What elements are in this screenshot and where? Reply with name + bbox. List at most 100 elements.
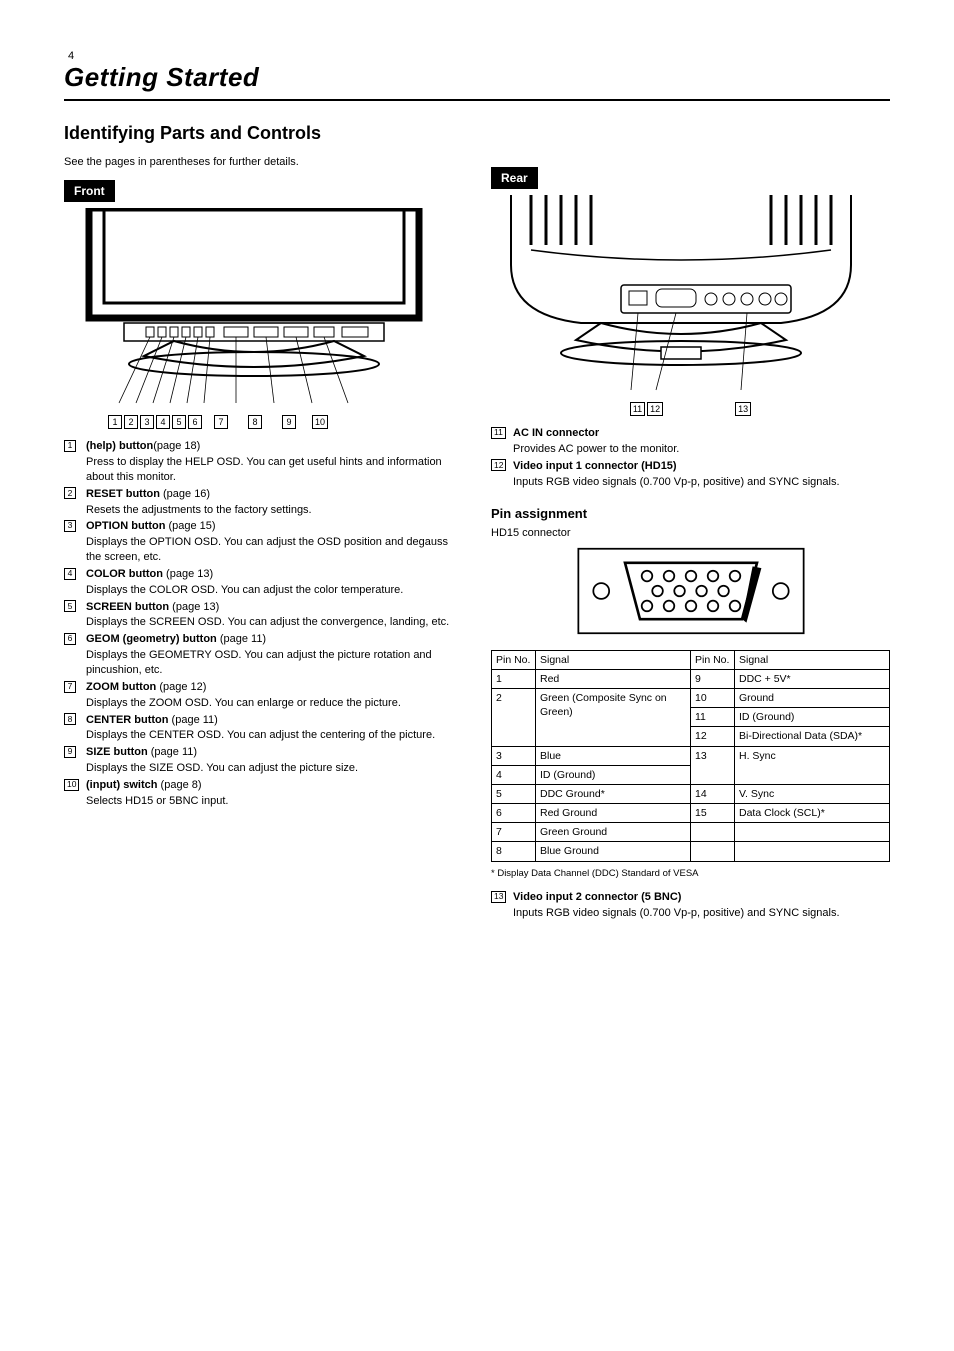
idx-10: 10 <box>64 779 79 791</box>
cell: 12 <box>691 727 735 746</box>
item-sub: (page 13) <box>172 601 219 613</box>
callout-12: 12 <box>647 402 663 416</box>
list-item: 11 AC IN connector Provides AC power to … <box>491 426 890 457</box>
table-header: Pin No. <box>492 650 536 669</box>
cell: 15 <box>691 804 735 823</box>
cell: DDC + 5V* <box>735 669 890 688</box>
list-item: 1 (help) button(page 18) Press to displa… <box>64 439 463 485</box>
footnote: * Display Data Channel (DDC) Standard of… <box>491 868 890 880</box>
item-body: Displays the ZOOM OSD. You can enlarge o… <box>86 696 463 711</box>
item-body: Inputs RGB video signals (0.700 Vp-p, po… <box>513 906 890 921</box>
idx-11: 11 <box>491 427 506 439</box>
idx-8: 8 <box>64 713 76 725</box>
pin-table: Pin No. Signal Pin No. Signal 1 Red 9 DD… <box>491 650 890 862</box>
cell <box>691 823 735 842</box>
item-sub: (page 15) <box>168 520 215 532</box>
item-body: Displays the OPTION OSD. You can adjust … <box>86 535 463 565</box>
idx-13: 13 <box>491 891 506 903</box>
intro-text: See the pages in parentheses for further… <box>64 155 463 170</box>
cell: 8 <box>492 842 536 861</box>
cell: 10 <box>691 688 735 707</box>
cell: Blue <box>536 746 691 765</box>
idx-7: 7 <box>64 681 76 693</box>
cell: 5 <box>492 784 536 803</box>
cell: Ground <box>735 688 890 707</box>
rear-callouts: 11 12 13 <box>491 402 890 416</box>
idx-6: 6 <box>64 633 76 645</box>
cell: Data Clock (SCL)* <box>735 804 890 823</box>
item-title: SIZE button <box>86 746 151 758</box>
cell: Green (Composite Sync on Green) <box>536 688 691 746</box>
front-callouts: 1 2 3 4 5 6 7 8 9 10 <box>64 415 463 429</box>
cell: DDC Ground* <box>536 784 691 803</box>
item-title: (input) switch <box>86 779 161 791</box>
item-title: OPTION button <box>86 520 168 532</box>
callout-3: 3 <box>140 415 154 429</box>
cell: H. Sync <box>735 746 890 784</box>
cell: 9 <box>691 669 735 688</box>
item-title: AC IN connector <box>513 427 599 439</box>
cell: Red <box>536 669 691 688</box>
callout-2: 2 <box>124 415 138 429</box>
cell: 14 <box>691 784 735 803</box>
idx-3: 3 <box>64 520 76 532</box>
section-title: Identifying Parts and Controls <box>64 121 463 145</box>
left-column: Identifying Parts and Controls See the p… <box>64 115 463 923</box>
idx-1: 1 <box>64 440 76 452</box>
cell <box>691 842 735 861</box>
item-title: GEOM (geometry) button <box>86 633 220 645</box>
list-item: 3 OPTION button (page 15) Displays the O… <box>64 519 463 565</box>
pin-assignment-title: Pin assignment HD15 connector <box>491 505 890 540</box>
item-body: Displays the COLOR OSD. You can adjust t… <box>86 583 463 598</box>
rear-item-list: 11 AC IN connector Provides AC power to … <box>491 426 890 489</box>
item-body: Resets the adjustments to the factory se… <box>86 503 463 518</box>
right-column: Rear <box>491 115 890 923</box>
idx-12: 12 <box>491 459 506 471</box>
table-header: Signal <box>735 650 890 669</box>
cell: Green Ground <box>536 823 691 842</box>
table-header: Pin No. <box>691 650 735 669</box>
cell: Blue Ground <box>536 842 691 861</box>
front-label: Front <box>64 180 115 202</box>
idx-2: 2 <box>64 487 76 499</box>
hd15-figure <box>491 547 890 640</box>
cell: 13 <box>691 746 735 784</box>
cell: Red Ground <box>536 804 691 823</box>
table-header: Signal <box>536 650 691 669</box>
callout-13: 13 <box>735 402 751 416</box>
item-sub: (page 11) <box>151 746 197 758</box>
item-body: Displays the CENTER OSD. You can adjust … <box>86 728 463 743</box>
list-item: 2 RESET button (page 16) Resets the adju… <box>64 487 463 518</box>
item-title: SCREEN button <box>86 601 172 613</box>
title-rule <box>64 99 890 101</box>
item-title: Video input 1 connector (HD15) <box>513 460 677 472</box>
item-title: RESET button <box>86 488 163 500</box>
list-item: 4 COLOR button (page 13) Displays the CO… <box>64 567 463 598</box>
item-sub: (page 8) <box>161 779 202 791</box>
cell: V. Sync <box>735 784 890 803</box>
item-body: Displays the GEOMETRY OSD. You can adjus… <box>86 648 463 678</box>
item-body: Provides AC power to the monitor. <box>513 442 890 457</box>
callout-5: 5 <box>172 415 186 429</box>
item-sub: (page 12) <box>159 681 206 693</box>
page-number: 4 <box>68 50 74 62</box>
cell: 7 <box>492 823 536 842</box>
list-item: 13 Video input 2 connector (5 BNC) Input… <box>491 890 890 921</box>
callout-1: 1 <box>108 415 122 429</box>
list-item: 7 ZOOM button (page 12) Displays the ZOO… <box>64 680 463 711</box>
callout-8: 8 <box>248 415 262 429</box>
cell: 1 <box>492 669 536 688</box>
chapter-title: Getting Started <box>64 62 890 93</box>
pin-subtitle: HD15 connector <box>491 527 571 539</box>
item-body: Press to display the HELP OSD. You can g… <box>86 455 463 485</box>
item-sub: (page 11) <box>172 714 218 726</box>
item-sub: (page 13) <box>166 568 213 580</box>
cell: ID (Ground) <box>735 708 890 727</box>
item-title: (help) button <box>86 440 153 452</box>
rear-item-list-2: 13 Video input 2 connector (5 BNC) Input… <box>491 890 890 921</box>
callout-10: 10 <box>312 415 328 429</box>
idx-9: 9 <box>64 746 76 758</box>
cell: 11 <box>691 708 735 727</box>
item-title: CENTER button <box>86 714 172 726</box>
cell: 6 <box>492 804 536 823</box>
